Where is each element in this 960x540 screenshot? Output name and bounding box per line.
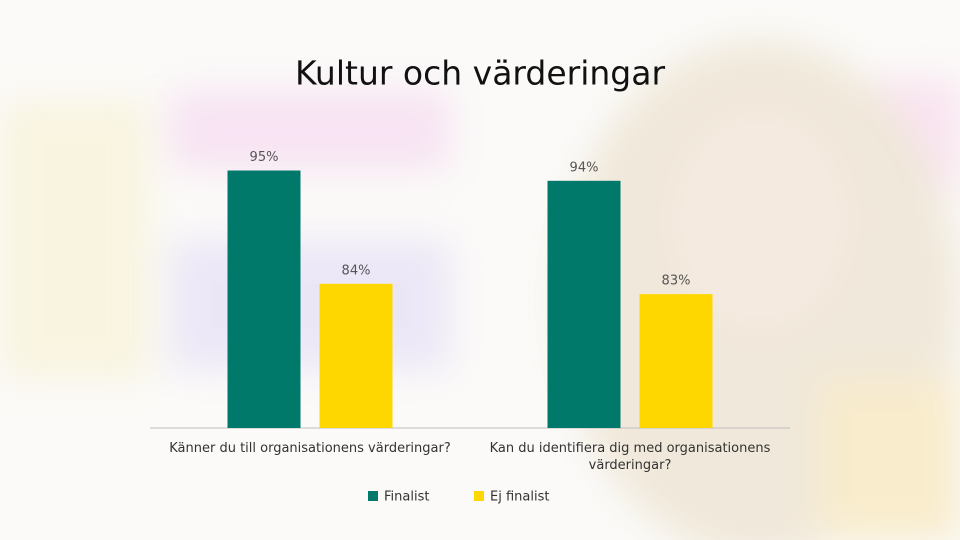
x-tick-label: Kan du identifiera dig med organisatione…	[489, 441, 771, 473]
legend-label: Ej finalist	[490, 490, 549, 505]
legend-swatch	[474, 491, 484, 501]
legend-swatch	[368, 491, 378, 501]
bar	[319, 283, 393, 428]
value-label: 83%	[662, 274, 691, 289]
value-label: 95%	[250, 150, 279, 165]
legend-label: Finalist	[384, 490, 429, 505]
x-tick-label: Känner du till organisationens värdering…	[169, 441, 451, 456]
bar	[639, 294, 713, 428]
bar	[227, 170, 301, 428]
value-label: 94%	[570, 160, 599, 175]
chart-title: Kultur och värderingar	[295, 54, 666, 93]
bar	[547, 180, 621, 428]
value-label: 84%	[342, 263, 371, 278]
